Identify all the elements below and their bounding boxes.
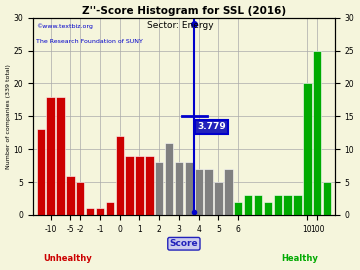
Bar — [96, 208, 104, 215]
Bar — [264, 202, 272, 215]
Bar — [175, 162, 183, 215]
Bar — [283, 195, 292, 215]
Bar — [76, 182, 84, 215]
Bar — [125, 156, 134, 215]
Title: Z''-Score Histogram for SSL (2016): Z''-Score Histogram for SSL (2016) — [82, 6, 286, 16]
Text: Healthy: Healthy — [281, 254, 318, 262]
Bar — [66, 176, 75, 215]
Bar — [303, 83, 311, 215]
Bar — [244, 195, 252, 215]
Text: Unhealthy: Unhealthy — [43, 254, 92, 262]
Bar — [234, 202, 242, 215]
Y-axis label: Number of companies (339 total): Number of companies (339 total) — [5, 64, 10, 169]
Bar — [135, 156, 144, 215]
Bar — [254, 195, 262, 215]
Text: 3.779: 3.779 — [197, 123, 226, 131]
Bar — [105, 202, 114, 215]
Text: Sector: Energy: Sector: Energy — [147, 21, 213, 30]
Bar — [56, 97, 65, 215]
Bar — [86, 208, 94, 215]
Bar — [194, 169, 203, 215]
Bar — [116, 136, 124, 215]
Bar — [204, 169, 213, 215]
Bar — [224, 169, 233, 215]
Bar — [165, 143, 173, 215]
Text: ©www.textbiz.org: ©www.textbiz.org — [36, 24, 93, 29]
Bar — [214, 182, 222, 215]
X-axis label: Score: Score — [170, 239, 198, 248]
Bar — [274, 195, 282, 215]
Bar — [145, 156, 153, 215]
Bar — [36, 130, 45, 215]
Bar — [185, 162, 193, 215]
Text: The Research Foundation of SUNY: The Research Foundation of SUNY — [36, 39, 143, 45]
Bar — [293, 195, 302, 215]
Bar — [323, 182, 331, 215]
Bar — [46, 97, 55, 215]
Bar — [155, 162, 163, 215]
Bar — [313, 50, 321, 215]
